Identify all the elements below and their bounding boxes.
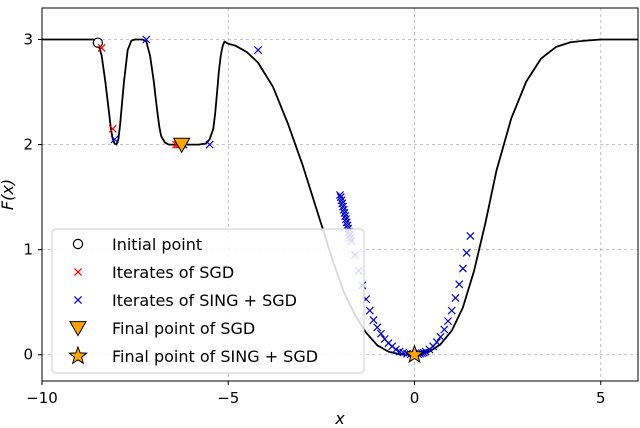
sing-sgd-iterate-marker [337, 196, 346, 205]
y-axis-label: F(x) [0, 179, 17, 210]
sing-sgd-iterate-marker [466, 231, 475, 241]
legend-entry-label: Final point of SGD [112, 319, 255, 338]
markers-layer [92, 35, 475, 364]
sing-sgd-iterate-marker [365, 306, 374, 315]
y-tick-label: 2 [23, 136, 33, 154]
sing-sgd-iterate-marker [458, 264, 467, 273]
legend-entry-label: Final point of SING + SGD [112, 347, 318, 366]
function-curve [42, 38, 638, 356]
sing-sgd-iterate-marker [376, 329, 385, 338]
sing-sgd-iterate-marker [110, 135, 119, 144]
sgd-iterate-marker [97, 43, 106, 52]
sing-sgd-iterate-marker [336, 193, 345, 202]
legend-sgd-iterate-icon [73, 267, 83, 277]
sing-sgd-iterate-marker [455, 280, 464, 289]
initial-point-marker [92, 37, 104, 48]
sing-sgd-iterate-marker [343, 221, 352, 230]
plot-frame [41, 7, 639, 382]
sing-sgd-iterate-marker [440, 325, 449, 334]
ticks-layer: −10 −5 0 5 0 1 2 3 [23, 31, 605, 407]
sing-sgd-iterate-marker [341, 212, 350, 221]
sing-sgd-iterate-marker [447, 306, 456, 315]
sgd-iterate-marker [108, 124, 117, 133]
x-tick-label: −10 [26, 389, 58, 407]
sing-sgd-iterate-marker [142, 35, 151, 44]
x-axis-label: x [334, 409, 345, 428]
sing-sgd-iterate-marker [340, 208, 349, 217]
legend-sgd-final-icon [69, 321, 87, 337]
legend-entry-label: Initial point [112, 235, 202, 254]
sing-sgd-iterate-marker [341, 215, 350, 224]
y-tick-label: 1 [23, 241, 33, 259]
x-tick-label: −5 [217, 389, 239, 407]
sing-sgd-iterate-marker [342, 218, 351, 227]
sgd-final-point-marker [172, 137, 191, 154]
sing-sgd-iterate-marker [462, 248, 471, 257]
sing-sgd-iterate-marker [436, 332, 445, 341]
sing-sgd-iterate-marker [339, 205, 348, 214]
legend-sing-sgd-final-icon [68, 345, 88, 365]
legend-entry-label: Iterates of SGD [112, 263, 234, 282]
sing-sgd-iterate-marker [205, 140, 214, 149]
sing-sgd-iterate-marker [254, 46, 263, 55]
sing-sgd-iterate-marker [338, 199, 347, 208]
legend-entry-label: Iterates of SING + SGD [112, 291, 297, 310]
sing-sgd-iterate-marker [338, 202, 348, 211]
sing-sgd-iterate-marker [369, 316, 378, 325]
legend-box [51, 228, 365, 374]
legend-sing-sgd-iterate-icon [73, 295, 83, 305]
x-tick-label: 5 [596, 389, 606, 407]
sing-sgd-iterate-marker [444, 317, 453, 326]
sing-sgd-final-point-marker [404, 344, 425, 364]
sing-sgd-iterate-marker [451, 293, 460, 303]
x-tick-label: 0 [410, 389, 420, 407]
legend-initial-point-icon [72, 238, 84, 250]
sing-sgd-iterate-marker [421, 347, 430, 356]
sing-sgd-iterate-marker [432, 338, 441, 347]
y-tick-label: 3 [23, 31, 33, 49]
y-tick-label: 0 [23, 346, 33, 364]
sing-sgd-iterate-marker [391, 345, 400, 354]
sing-sgd-iterate-marker [373, 323, 382, 332]
function-curve-layer [42, 38, 638, 356]
sing-sgd-iterate-marker [335, 191, 345, 200]
legend: Initial point Iterates of SGD Iterates of … [51, 228, 365, 374]
